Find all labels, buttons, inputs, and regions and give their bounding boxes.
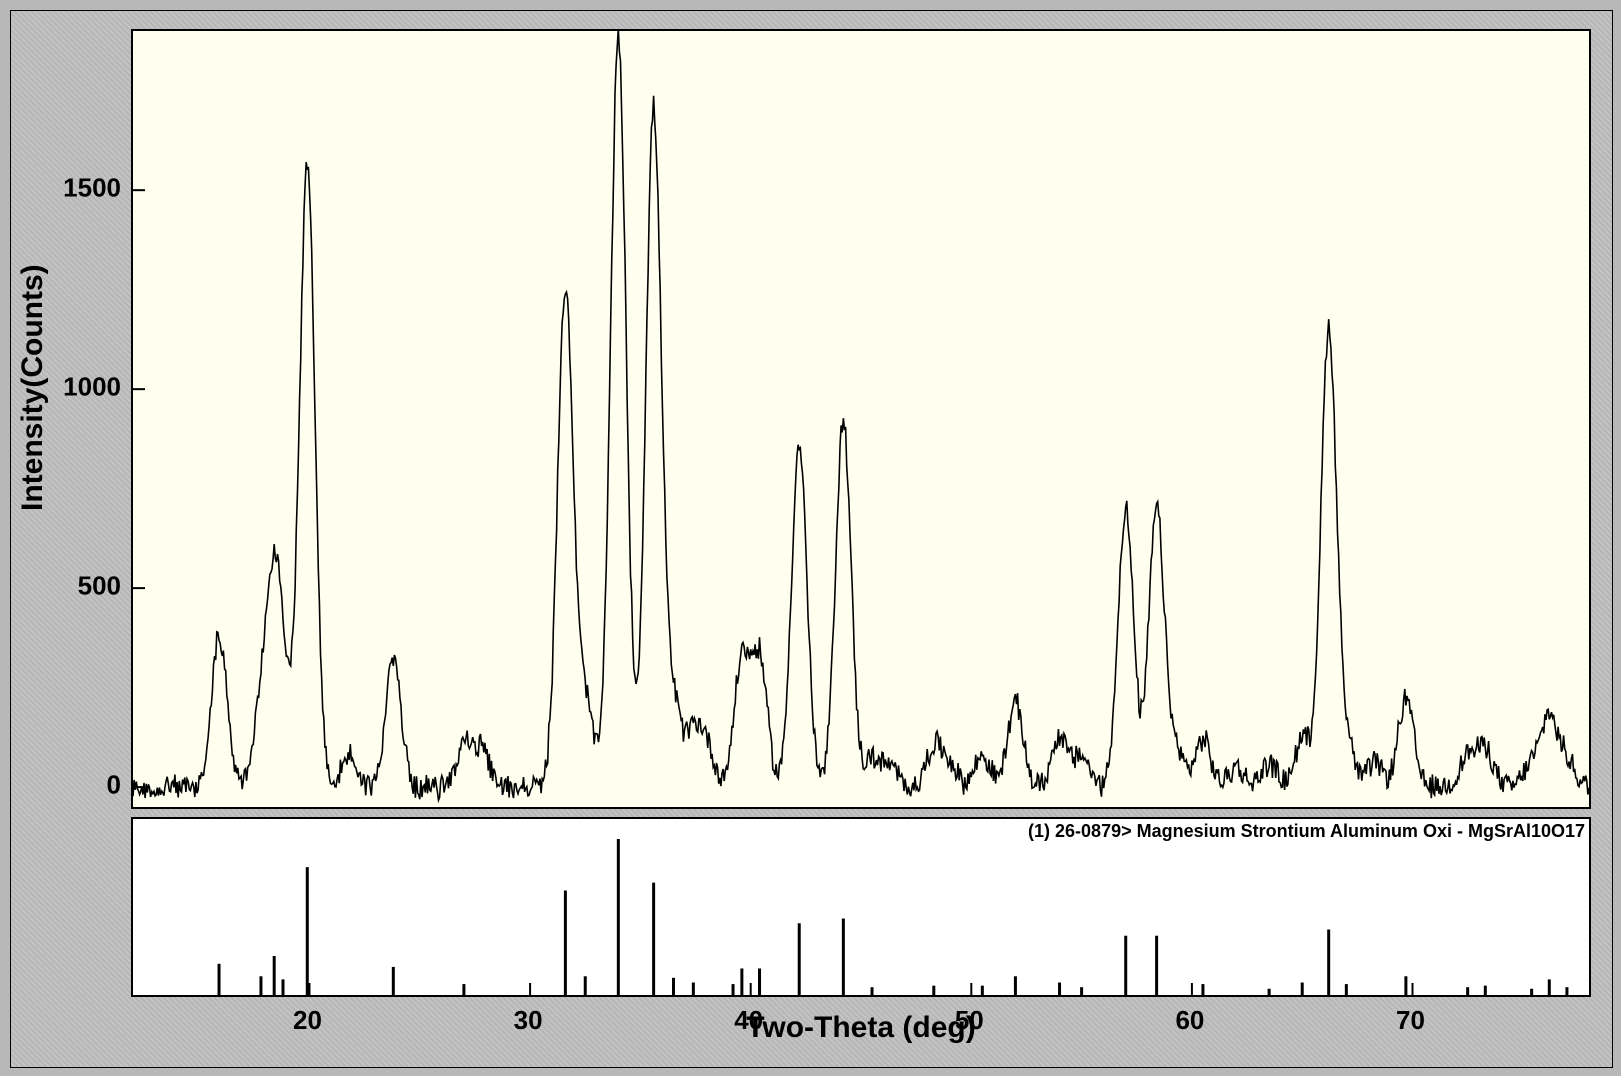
y-tick-label: 1500 — [51, 173, 121, 204]
reference-panel: (1) 26-0879> Magnesium Strontium Aluminu… — [131, 817, 1591, 997]
x-axis-label: Two-Theta (deg) — [131, 1011, 1591, 1045]
reference-sticks — [133, 819, 1589, 995]
reference-label: (1) 26-0879> Magnesium Strontium Aluminu… — [1028, 821, 1585, 842]
plot-container: (1) 26-0879> Magnesium Strontium Aluminu… — [131, 29, 1591, 1049]
y-tick-label: 0 — [51, 770, 121, 801]
y-tick-label: 500 — [51, 571, 121, 602]
frame: Intensity(Counts) (1) 26-0879> Magnesium… — [10, 10, 1613, 1068]
xrd-line-chart — [133, 31, 1589, 807]
main-chart-panel — [131, 29, 1591, 809]
y-tick-label: 1000 — [51, 372, 121, 403]
y-axis-label: Intensity(Counts) — [16, 264, 50, 511]
